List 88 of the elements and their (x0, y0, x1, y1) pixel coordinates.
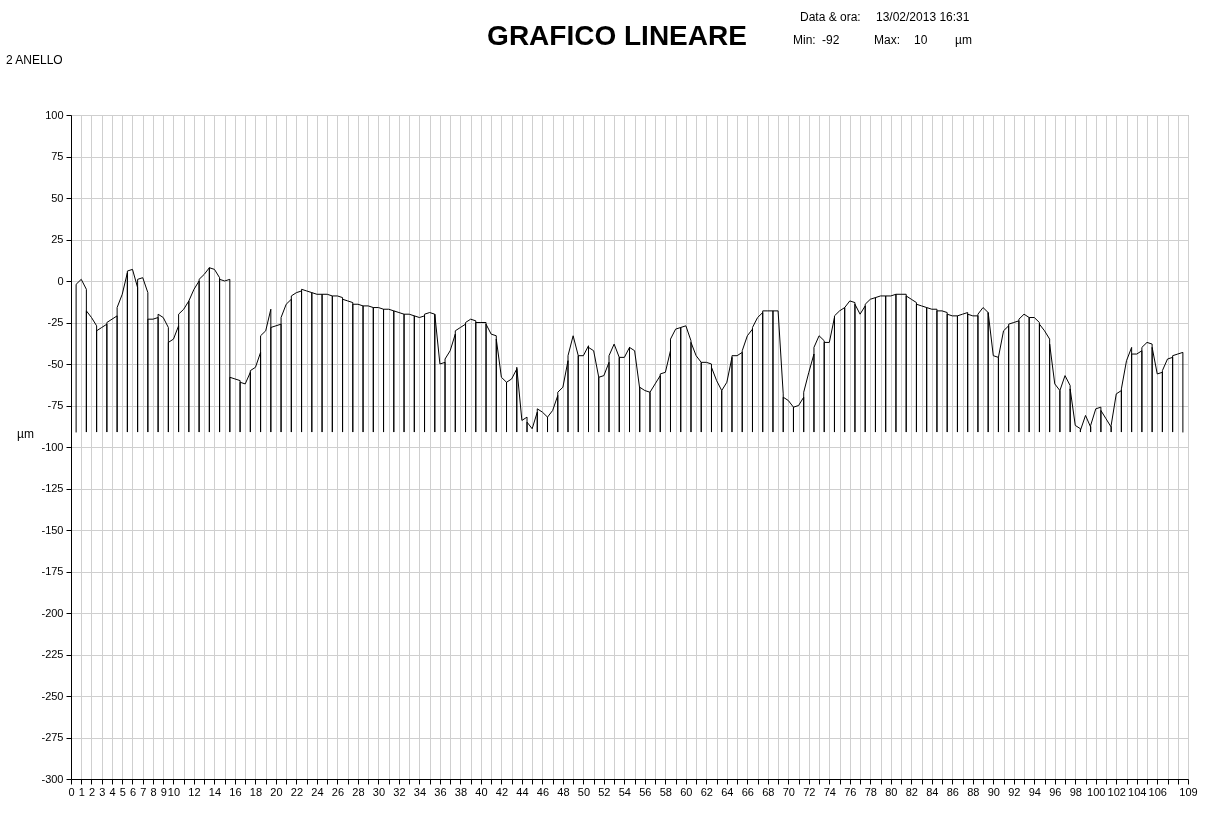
x-tick-label: 92 (1008, 785, 1021, 798)
y-axis-title: µm (17, 427, 34, 442)
x-tick-label: 32 (393, 785, 406, 798)
text: Data & ora: (800, 10, 861, 24)
x-tick-label: 109 (1179, 785, 1198, 798)
x-tick-label: 98 (1069, 785, 1082, 798)
y-tick-label: -225 (41, 648, 64, 660)
x-tick-label: 34 (413, 785, 427, 798)
x-tick-label: 60 (680, 785, 693, 798)
x-tick-label: 5 (119, 785, 126, 798)
y-tick-label: 50 (51, 191, 64, 204)
x-tick-label: 84 (926, 785, 939, 798)
x-tick-label: 106 (1148, 785, 1167, 798)
x-tick-label: 50 (577, 785, 591, 798)
text: 2 ANELLO (6, 53, 63, 67)
x-tick-label: 74 (823, 785, 836, 798)
x-tick-label: 46 (536, 785, 550, 798)
x-tick-label: 80 (885, 785, 898, 798)
x-tick-label: 42 (495, 785, 509, 798)
x-tick-label: 100 (1087, 785, 1106, 798)
x-tick-label: 36 (434, 785, 447, 798)
y-tick-label: -250 (41, 689, 64, 702)
x-tick-label: 24 (311, 785, 324, 798)
x-tick-label: 94 (1028, 785, 1041, 798)
x-tick-label: 82 (905, 785, 918, 798)
y-tick-label: -125 (41, 482, 64, 494)
x-tick-label: 2 (88, 785, 96, 798)
x-tick-label: 68 (762, 785, 775, 798)
y-tick-label: -75 (47, 399, 64, 411)
x-tick-label: 62 (700, 785, 713, 798)
x-tick-label: 28 (352, 785, 365, 798)
text: µm (955, 33, 972, 47)
x-tick-label: 9 (160, 785, 167, 798)
x-tick-label: 20 (270, 785, 283, 798)
x-tick-label: 88 (967, 785, 980, 798)
y-tick-label: 100 (45, 108, 64, 121)
x-tick-label: 18 (249, 785, 263, 798)
y-tick-label: 75 (51, 150, 64, 162)
text: 13/02/2013 16:31 (876, 10, 970, 24)
x-tick-label: 10 (167, 785, 181, 798)
x-tick-label: 54 (618, 785, 631, 798)
y-tick-label: -300 (41, 772, 64, 785)
x-tick-label: 30 (372, 785, 386, 798)
x-tick-label: 0 (68, 785, 75, 798)
y-tick-label: -175 (41, 565, 64, 577)
x-tick-label: 7 (140, 785, 147, 798)
y-tick-label: -50 (47, 357, 64, 370)
y-tick-label: -150 (41, 523, 64, 536)
x-tick-label: 12 (188, 785, 201, 798)
y-tick-label: 0 (57, 274, 64, 287)
x-tick-label: 26 (331, 785, 345, 798)
x-tick-label: 90 (987, 785, 1000, 798)
x-tick-label: 16 (229, 785, 242, 798)
x-tick-label: 14 (208, 785, 222, 798)
x-tick-label: 38 (454, 785, 468, 798)
x-tick-label: 66 (741, 785, 754, 798)
x-tick-label: 40 (475, 785, 488, 798)
x-tick-label: 86 (946, 785, 959, 798)
x-tick-label: 3 (99, 785, 106, 798)
x-tick-label: 64 (721, 785, 734, 798)
line-series (75, 267, 1184, 433)
x-tick-label: 102 (1107, 785, 1126, 798)
text: -92 (822, 33, 840, 47)
x-tick-label: 72 (803, 785, 816, 798)
x-tick-label: 4 (109, 785, 116, 798)
x-tick-label: 48 (557, 785, 570, 798)
x-tick-label: 52 (598, 785, 611, 798)
text: Min: (793, 33, 816, 47)
x-tick-label: 22 (290, 785, 304, 798)
x-tick-label: 8 (150, 785, 157, 798)
y-tick-label: -25 (47, 316, 64, 328)
x-tick-label: 70 (782, 785, 795, 798)
x-tick-label: 76 (844, 785, 857, 798)
text: 10 (914, 33, 928, 47)
x-tick-label: 78 (864, 785, 877, 798)
x-tick-label: 56 (639, 785, 652, 798)
y-tick-label: -200 (41, 606, 64, 619)
chart-title: GRAFICO LINEARE (487, 20, 747, 51)
y-tick-label: 25 (51, 233, 64, 245)
x-tick-label: 1 (78, 785, 85, 798)
x-tick-label: 96 (1049, 785, 1062, 798)
text: Max: (874, 33, 901, 47)
y-tick-label: -275 (41, 731, 64, 743)
x-tick-label: 44 (516, 785, 529, 798)
x-tick-label: 6 (129, 785, 137, 798)
x-tick-label: 58 (659, 785, 672, 798)
y-tick-label: -100 (41, 440, 64, 453)
x-tick-label: 104 (1128, 785, 1147, 798)
